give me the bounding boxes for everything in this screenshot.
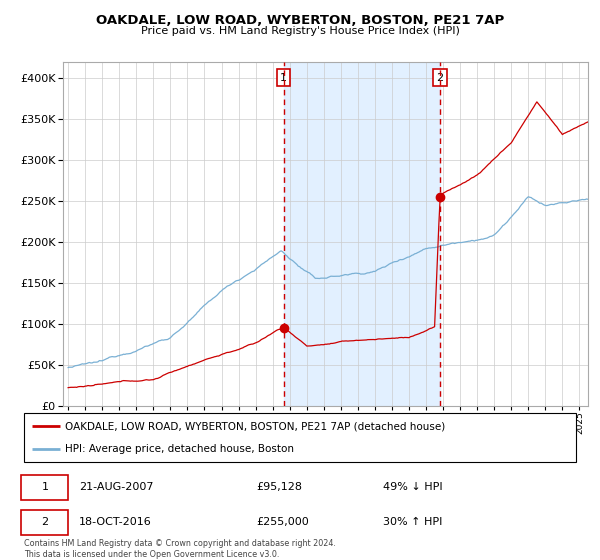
FancyBboxPatch shape: [21, 510, 68, 535]
Text: 1: 1: [280, 73, 287, 83]
Text: HPI: Average price, detached house, Boston: HPI: Average price, detached house, Bost…: [65, 444, 295, 454]
FancyBboxPatch shape: [21, 475, 68, 500]
Text: 30% ↑ HPI: 30% ↑ HPI: [383, 517, 442, 527]
Text: £255,000: £255,000: [256, 517, 308, 527]
Text: 2: 2: [436, 73, 443, 83]
Text: 18-OCT-2016: 18-OCT-2016: [79, 517, 152, 527]
Text: £95,128: £95,128: [256, 482, 302, 492]
Text: 49% ↓ HPI: 49% ↓ HPI: [383, 482, 442, 492]
Text: 2: 2: [41, 517, 49, 527]
Text: OAKDALE, LOW ROAD, WYBERTON, BOSTON, PE21 7AP (detached house): OAKDALE, LOW ROAD, WYBERTON, BOSTON, PE2…: [65, 421, 446, 431]
Text: OAKDALE, LOW ROAD, WYBERTON, BOSTON, PE21 7AP: OAKDALE, LOW ROAD, WYBERTON, BOSTON, PE2…: [96, 14, 504, 27]
Text: Price paid vs. HM Land Registry's House Price Index (HPI): Price paid vs. HM Land Registry's House …: [140, 26, 460, 36]
Text: 1: 1: [41, 482, 49, 492]
Text: Contains HM Land Registry data © Crown copyright and database right 2024.
This d: Contains HM Land Registry data © Crown c…: [24, 539, 336, 559]
FancyBboxPatch shape: [24, 413, 576, 462]
Text: 21-AUG-2007: 21-AUG-2007: [79, 482, 154, 492]
Bar: [284, 62, 440, 406]
